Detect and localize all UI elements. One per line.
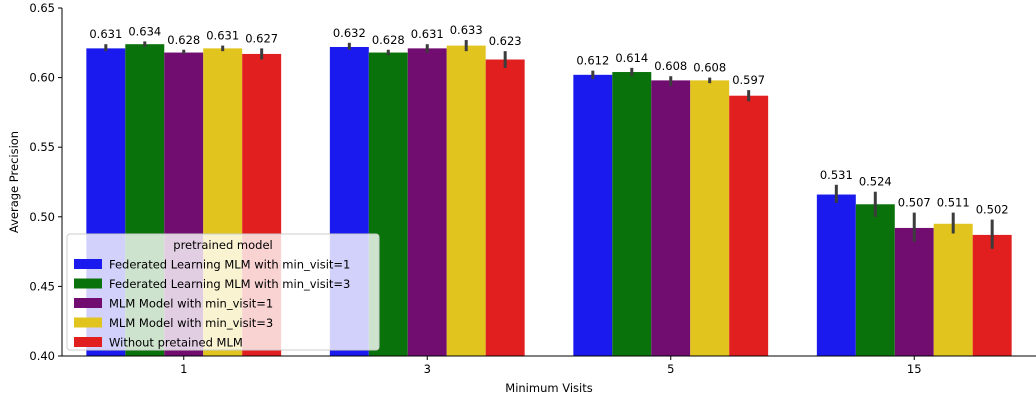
bar-value-label: 0.531 [820, 168, 853, 182]
bar [933, 223, 973, 356]
bar [573, 74, 613, 356]
bar [690, 80, 730, 356]
bar-value-label: 0.631 [206, 29, 239, 43]
bar-value-label: 0.502 [976, 203, 1009, 217]
bar-value-label: 0.524 [859, 175, 892, 189]
bar-value-label: 0.623 [489, 34, 522, 48]
bar [894, 227, 934, 356]
bar-value-label: 0.627 [245, 31, 278, 45]
legend-entry-label: MLM Model with min_visit=3 [109, 316, 273, 330]
bar [651, 80, 691, 356]
axes: 0.40 0.45 0.50 0.55 0.60 0.65 1 3 5 15 Minimum Vis… [7, 1, 1036, 395]
legend-swatch [74, 278, 102, 289]
y-tick-label: 0.50 [29, 210, 55, 224]
bar-value-label: 0.511 [937, 196, 970, 210]
legend: pretrained model Federated Learning MLM w… [66, 233, 380, 351]
legend-swatch [74, 259, 102, 269]
bar-value-label: 0.507 [898, 196, 931, 210]
legend-entry-label: Without pretained MLM [109, 336, 243, 350]
y-axis-title: Average Precision [7, 131, 21, 233]
bar-labels-layer: 0.631 0.632 0.612 0.531 0.634 0.628 0.614 0.524… [89, 23, 1008, 217]
bar-value-label: 0.614 [615, 51, 648, 65]
bar-value-label: 0.597 [732, 73, 765, 87]
error-bars-layer [104, 40, 994, 249]
bar-value-label: 0.634 [128, 24, 161, 38]
y-tick-label: 0.65 [29, 1, 55, 15]
y-tick-label: 0.60 [29, 71, 55, 85]
legend-entry-label: MLM Model with min_visit=1 [109, 297, 273, 311]
bar [855, 204, 895, 356]
legend-entry-label: Federated Learning MLM with min_visit=1 [109, 258, 350, 272]
bar [407, 48, 447, 357]
x-tick-label: 5 [667, 362, 674, 376]
bar-value-label: 0.608 [693, 61, 726, 75]
y-tick-label: 0.45 [29, 279, 55, 293]
y-tick-label: 0.40 [29, 349, 55, 363]
legend-swatch [74, 298, 102, 308]
x-tick-label: 3 [424, 362, 431, 376]
x-tick-label: 15 [907, 362, 922, 376]
bar-value-label: 0.612 [576, 54, 609, 68]
legend-title: pretrained model [173, 238, 272, 252]
bar [972, 234, 1012, 356]
legend-entry-label: Federated Learning MLM with min_visit=3 [109, 277, 350, 291]
x-tick-label: 1 [180, 362, 187, 376]
legend-box [66, 233, 380, 351]
bar-value-label: 0.632 [333, 26, 366, 40]
bar-value-label: 0.633 [450, 23, 483, 37]
bar-value-label: 0.608 [654, 59, 687, 73]
bar [612, 72, 652, 356]
bar [729, 95, 769, 356]
bar-value-label: 0.631 [89, 27, 122, 41]
x-axis-title: Minimum Visits [505, 381, 592, 395]
bar-value-label: 0.628 [372, 33, 405, 47]
bar [485, 59, 525, 356]
legend-swatch [74, 337, 102, 347]
bar [816, 194, 856, 356]
bar-value-label: 0.631 [411, 27, 444, 41]
bar [446, 45, 486, 356]
y-tick-label: 0.55 [29, 140, 55, 154]
legend-swatch [74, 317, 102, 328]
bar-value-label: 0.628 [167, 33, 200, 47]
